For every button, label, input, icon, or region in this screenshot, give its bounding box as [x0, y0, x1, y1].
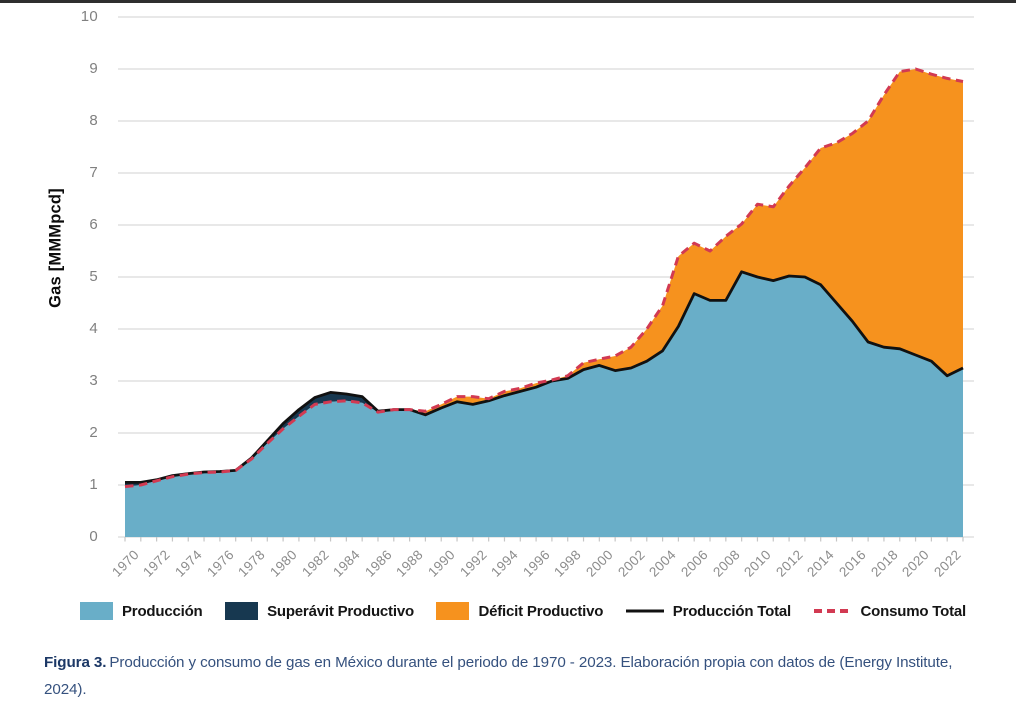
chart-legend: Producción Superávit Productivo Déficit Pr…	[80, 599, 966, 623]
gas-production-consumption-chart	[118, 16, 974, 542]
y-axis-title: Gas [MMMpcd]	[46, 188, 65, 308]
legend-swatch-icon	[436, 602, 470, 620]
y-tick-label-7: 7	[89, 164, 98, 181]
legend-label: Producción	[122, 602, 203, 620]
y-tick-label-3: 3	[89, 372, 98, 389]
legend-line-icon	[625, 609, 664, 613]
y-tick-label-4: 4	[89, 320, 98, 337]
caption-label: Figura 3.	[44, 654, 107, 671]
legend-item-d-ficit-productivo: Déficit Productivo	[436, 602, 603, 620]
y-tick-label-2: 2	[89, 424, 98, 441]
legend-label: Déficit Productivo	[478, 602, 604, 620]
y-tick-label-6: 6	[89, 216, 98, 233]
y-tick-label-10: 10	[80, 8, 98, 25]
legend-label: Superávit Productivo	[267, 602, 414, 620]
figure-caption: Figura 3. Producción y consumo de gas en …	[44, 649, 956, 703]
y-tick-label-5: 5	[89, 268, 98, 285]
legend-swatch-icon	[225, 602, 259, 620]
legend-swatch-icon	[80, 602, 113, 620]
y-tick-label-8: 8	[89, 112, 98, 129]
y-tick-label-0: 0	[89, 528, 98, 545]
legend-item-super-vit-productivo: Superávit Productivo	[225, 602, 414, 620]
page-top-border	[0, 0, 1016, 3]
deficit-area	[125, 69, 963, 487]
produccion-total-line	[125, 270, 964, 484]
legend-item-consumo-total: Consumo Total	[813, 601, 967, 621]
legend-item-producci-n: Producción	[80, 602, 203, 620]
y-tick-label-9: 9	[89, 60, 98, 77]
legend-label: Consumo Total	[860, 602, 967, 620]
caption-text: Producción y consumo de gas en México du…	[44, 654, 953, 698]
legend-dashed-line-icon	[813, 609, 852, 613]
legend-item-producci-n-total: Producción Total	[625, 601, 791, 621]
legend-label: Producción Total	[672, 602, 791, 620]
produccion-area	[125, 271, 963, 537]
consumo-total-line	[124, 67, 964, 489]
y-tick-label-1: 1	[89, 476, 98, 493]
